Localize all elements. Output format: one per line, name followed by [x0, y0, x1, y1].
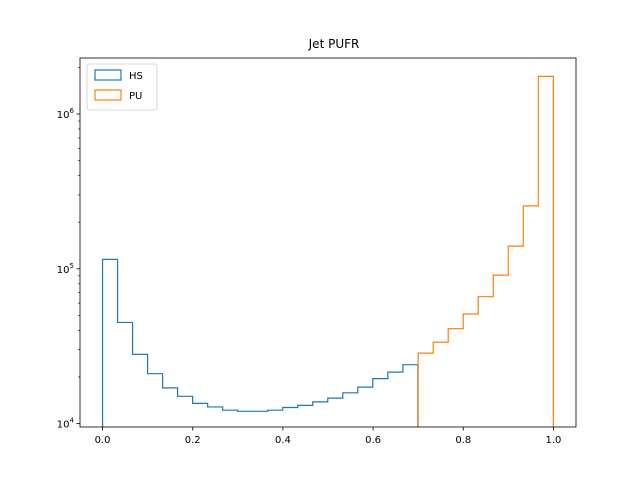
bin-pu-8 [538, 76, 553, 427]
bin-hs-20 [403, 365, 418, 427]
bin-pu-3 [463, 314, 478, 427]
bin-pu-0 [418, 353, 433, 427]
bin-hs-6 [193, 403, 208, 427]
bin-hs-11 [268, 410, 283, 427]
x-tick-label: 1.0 [546, 435, 562, 446]
axes-frame [79, 57, 577, 428]
y-tick-label: 106 [57, 107, 75, 121]
bin-pu-1 [433, 342, 448, 427]
histogram-outline-hs [101, 258, 419, 427]
bin-hs-16 [343, 393, 358, 427]
series-hs [101, 258, 419, 427]
bin-hs-9 [238, 411, 253, 427]
bin-hs-17 [358, 387, 373, 427]
plot-series [101, 75, 554, 427]
series-pu [417, 75, 554, 427]
legend-label-pu: PU [129, 91, 142, 102]
bin-hs-1 [118, 322, 133, 427]
legend-swatch-hs [94, 69, 122, 81]
bin-hs-13 [298, 405, 313, 427]
bin-hs-18 [373, 379, 388, 427]
bin-hs-12 [283, 407, 298, 427]
bin-pu-5 [493, 275, 508, 427]
bin-hs-10 [253, 411, 268, 427]
bin-pu-6 [508, 246, 523, 427]
y-tick-label: 105 [57, 262, 74, 276]
x-tick-label: 0.2 [185, 435, 201, 446]
bin-hs-19 [388, 372, 403, 427]
bin-pu-7 [523, 206, 538, 427]
legend: HS PU [86, 63, 158, 111]
bin-hs-15 [328, 398, 343, 427]
legend-label-hs: HS [129, 71, 143, 82]
y-axis: 104 105 106 [57, 67, 80, 431]
bin-hs-8 [223, 410, 238, 427]
bin-hs-2 [133, 354, 148, 427]
bin-pu-2 [448, 329, 463, 427]
bin-hs-0 [103, 259, 118, 427]
y-tick-label: 104 [57, 417, 75, 431]
x-axis: 0.0 0.2 0.4 0.6 0.8 1.0 [95, 427, 562, 446]
bin-hs-3 [148, 374, 163, 427]
x-tick-label: 0.4 [275, 435, 291, 446]
bin-hs-5 [178, 396, 193, 427]
legend-box [86, 63, 158, 111]
histogram-outline-pu [417, 75, 554, 427]
x-tick-label: 0.8 [455, 435, 471, 446]
bin-pu-4 [478, 297, 493, 427]
chart-title: Jet PUFR [308, 37, 360, 51]
x-tick-label: 0.6 [365, 435, 381, 446]
bin-hs-4 [163, 388, 178, 427]
bin-hs-14 [313, 402, 328, 427]
x-tick-label: 0.0 [95, 435, 111, 446]
bin-hs-7 [208, 407, 223, 427]
legend-swatch-pu [94, 89, 122, 101]
